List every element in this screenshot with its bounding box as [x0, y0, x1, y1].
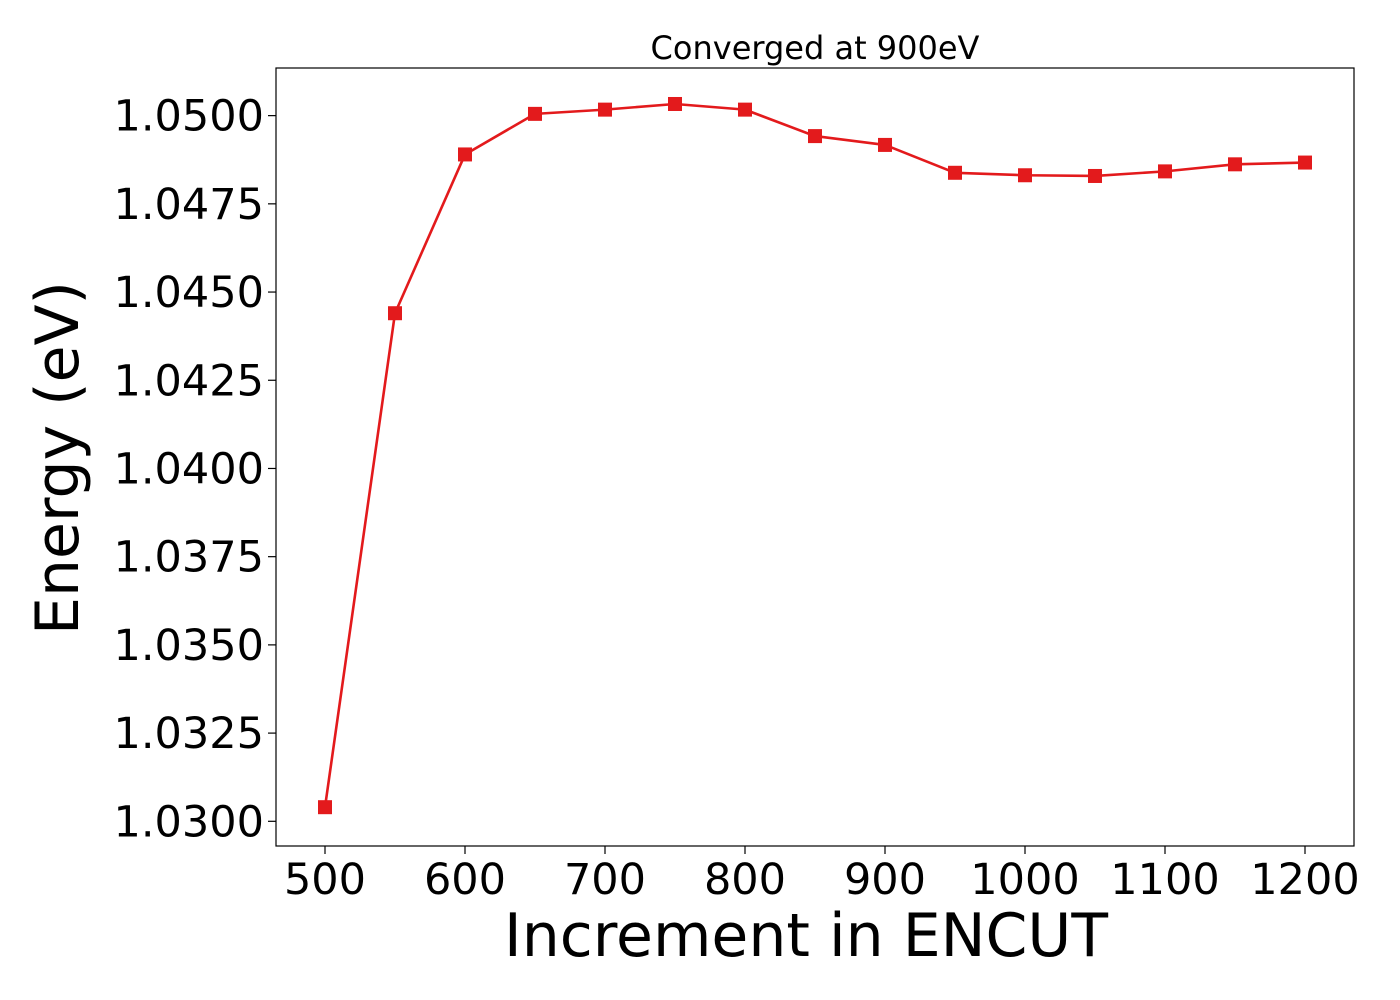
- data-point-marker: [1228, 157, 1242, 172]
- data-point-marker: [458, 147, 472, 162]
- x-tick-label: 800: [704, 855, 786, 905]
- data-point-marker: [318, 800, 332, 815]
- y-axis-label: Energy (eV): [23, 281, 93, 635]
- x-tick-label: 900: [844, 855, 926, 905]
- series-group: [318, 96, 1312, 815]
- x-tick-label: 600: [424, 855, 506, 905]
- plot-area: [276, 68, 1354, 846]
- x-tick-label: 1000: [970, 855, 1079, 905]
- data-point-marker: [808, 129, 822, 144]
- x-tick-label: 1100: [1110, 855, 1219, 905]
- x-tick-label: 1200: [1250, 855, 1359, 905]
- data-point-marker: [1158, 164, 1172, 179]
- data-point-marker: [1018, 168, 1032, 183]
- y-tick-label: 1.0375: [114, 533, 264, 583]
- data-point-marker: [878, 137, 892, 152]
- y-tick-label: 1.0325: [114, 709, 264, 759]
- data-point-marker: [948, 165, 962, 180]
- y-tick-label: 1.0350: [114, 621, 264, 671]
- y-tick-label: 1.0425: [114, 356, 264, 406]
- y-tick-label: 1.0475: [114, 180, 264, 230]
- chart-title: Converged at 900eV: [651, 29, 980, 67]
- x-axis-label: Increment in ENCUT: [504, 901, 1108, 971]
- y-axis: 1.0300 1.0325 1.0350 1.0375 1.0400 1.0425 1.04…: [114, 92, 276, 847]
- data-point-marker: [1088, 168, 1102, 183]
- y-tick-label: 1.0400: [114, 444, 264, 494]
- x-tick-label: 700: [564, 855, 646, 905]
- y-tick-label: 1.0300: [114, 797, 264, 847]
- data-point-marker: [598, 102, 612, 117]
- data-point-marker: [738, 102, 752, 117]
- y-tick-label: 1.0500: [114, 92, 264, 142]
- plot-frame: [275, 67, 1355, 847]
- data-point-marker: [668, 96, 682, 111]
- data-point-marker: [388, 306, 402, 321]
- y-tick-label: 1.0450: [114, 268, 264, 318]
- x-axis: 500 600 700 800 900 1000 1100 1200: [284, 846, 1360, 905]
- data-point-marker: [528, 106, 542, 121]
- data-point-marker: [1298, 155, 1312, 170]
- x-tick-label: 500: [284, 855, 366, 905]
